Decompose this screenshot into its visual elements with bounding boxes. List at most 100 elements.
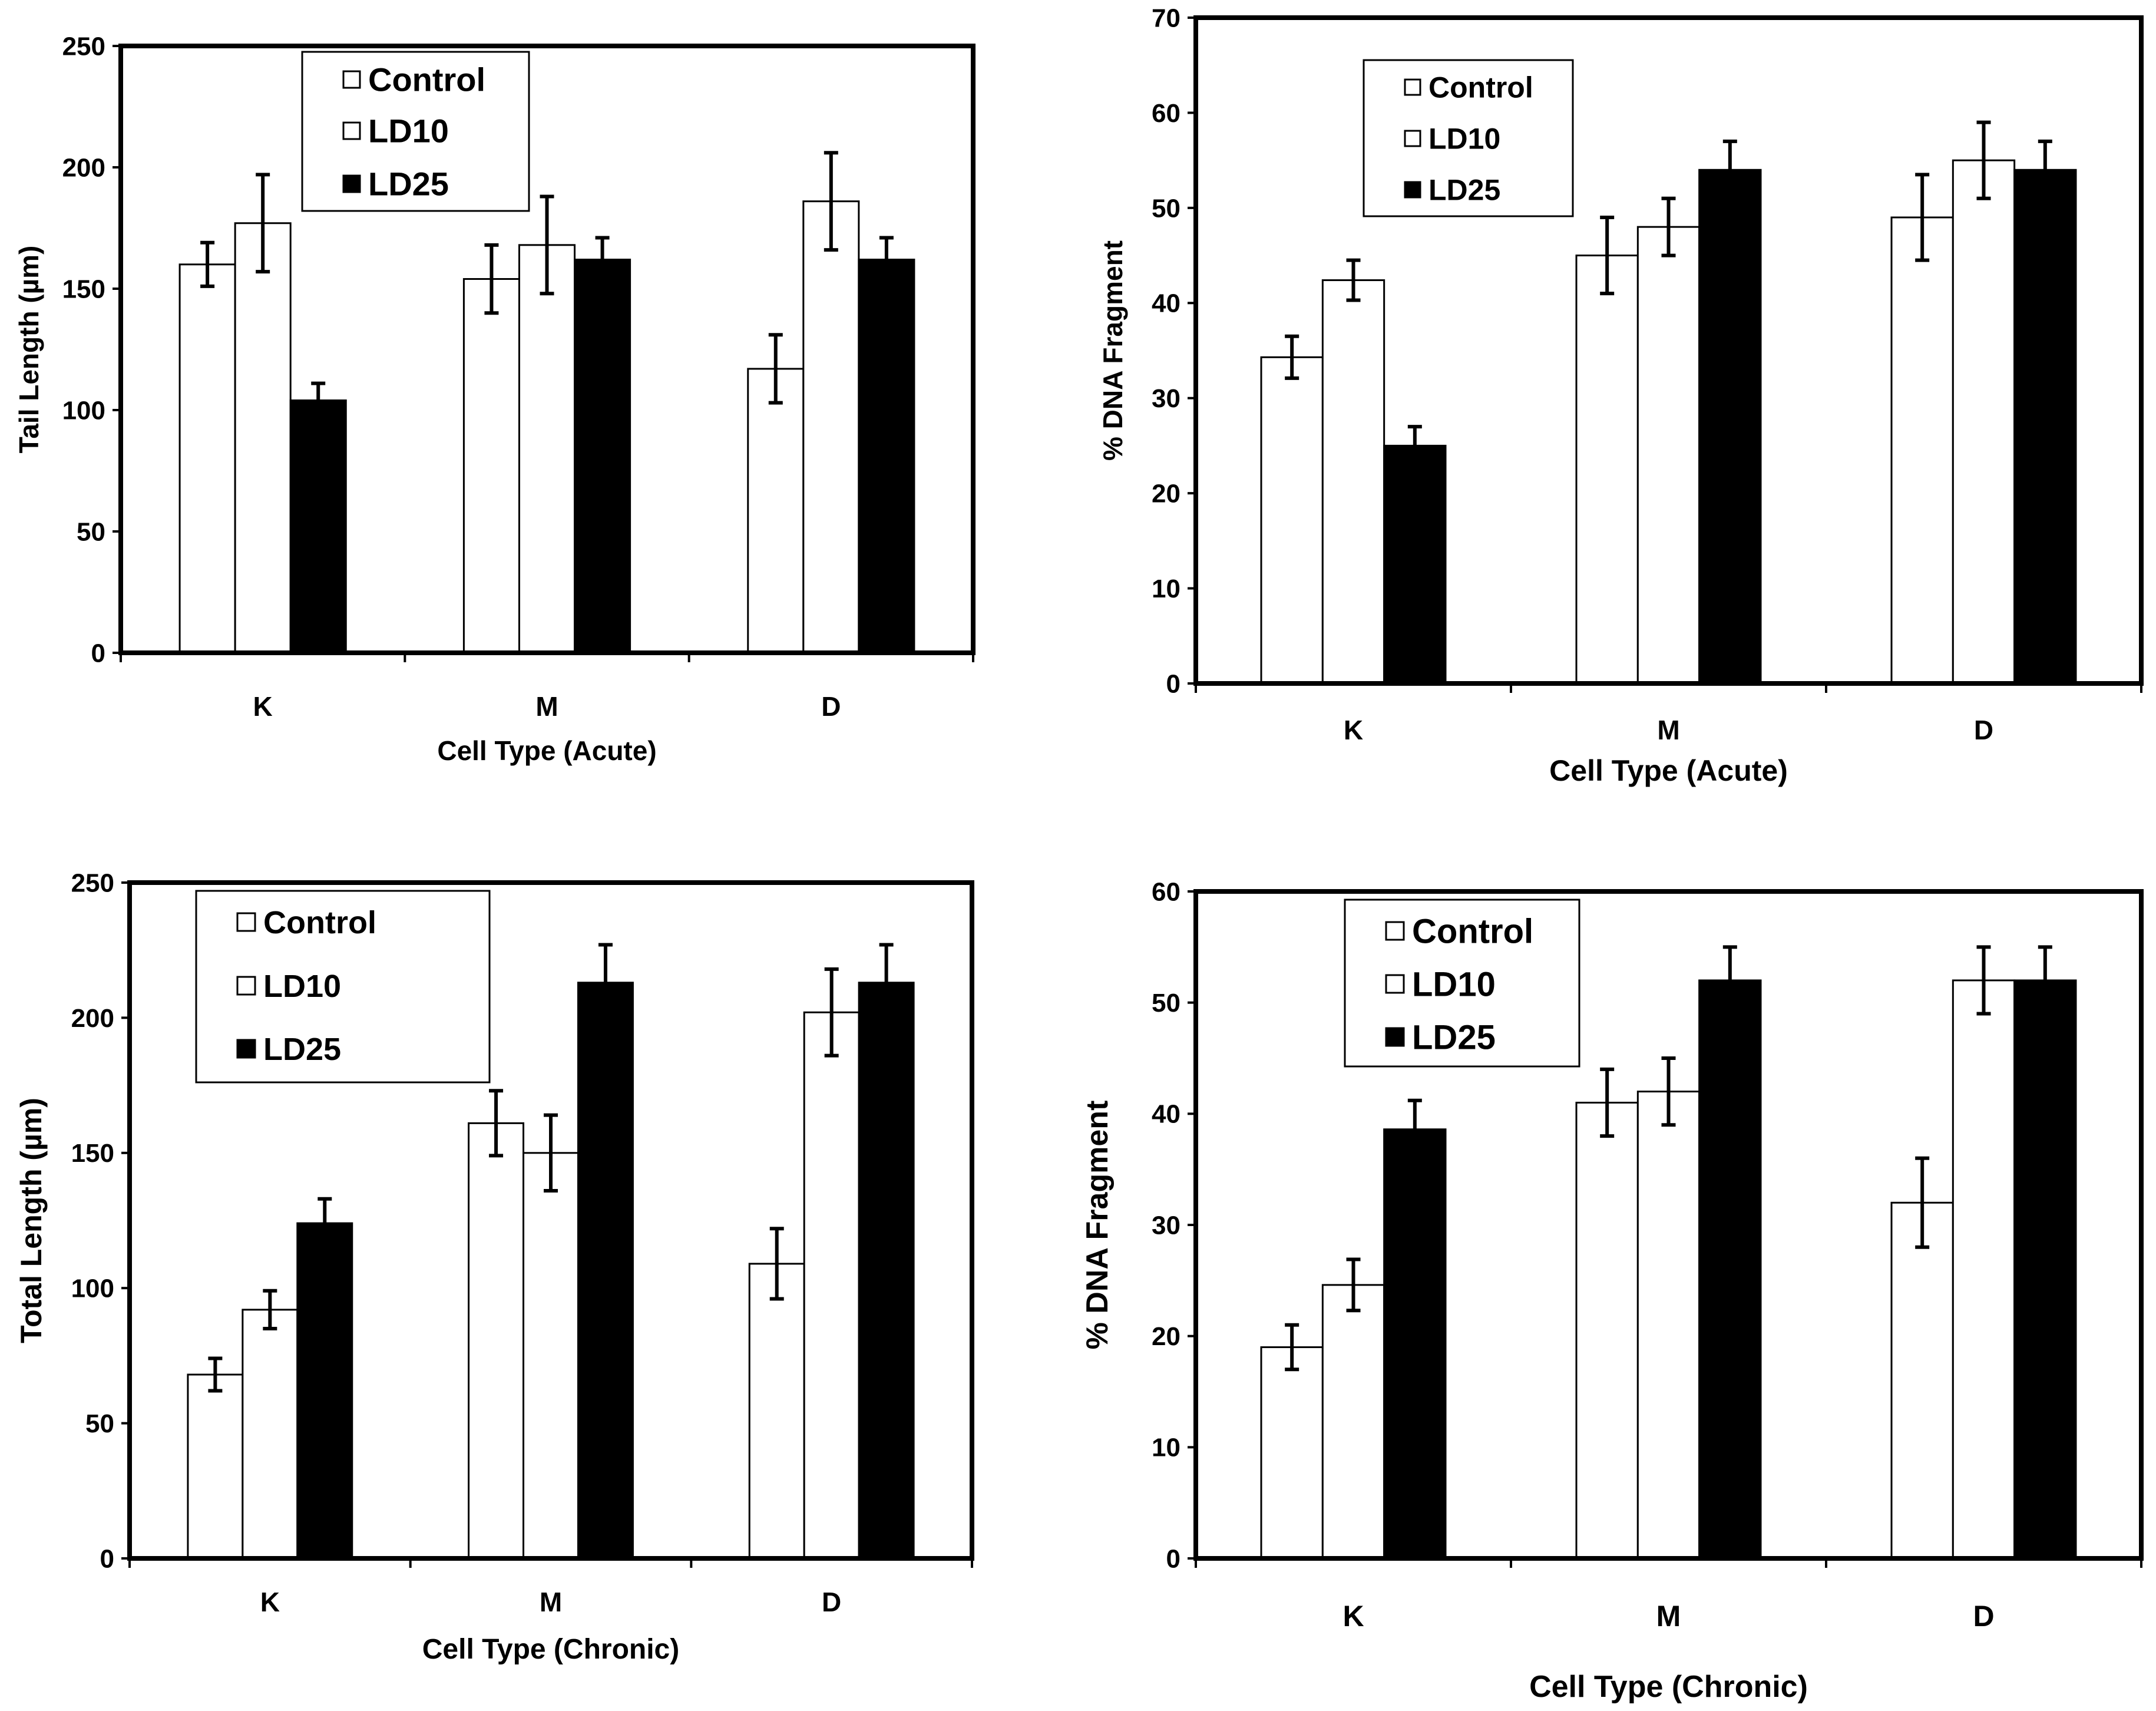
bar-ld10-d [803,1011,860,1560]
y-tick-label: 50 [1152,194,1180,223]
legend-label-ld10: LD10 [1428,123,1500,156]
y-tick-label: 20 [1152,1322,1180,1351]
y-axis-title: % DNA Fragment [1097,240,1128,461]
y-tick-label: 40 [1152,1100,1180,1129]
y-tick-label: 150 [62,275,105,303]
legend-swatch-control [236,912,256,932]
bar-control-k [178,263,236,654]
x-category-label: K [260,1587,280,1617]
legend-label-ld25: LD25 [263,1032,341,1067]
legend-box [301,51,530,212]
y-tick-label: 60 [1152,99,1180,128]
chart-chronic-dna-fragment: 0 10 20 30 40 50 60 K M D Cell Type (Chronic) % DNA… [1080,877,2144,1704]
bar-ld10-m [523,1152,579,1560]
legend-label-ld10: LD10 [368,113,449,150]
bar-ld25-m [574,259,631,654]
bar-ld10-k [1321,279,1385,685]
y-tick-label: 50 [1152,989,1180,1018]
chart-acute-tail-length: 0 50 100 150 200 250 K M D Cell Type (Acute) Tail … [14,32,976,766]
bar-control-d [1890,216,1954,685]
bar-control-m [1575,1101,1639,1560]
bar-ld10-k [234,222,292,654]
legend-label-control: Control [368,61,485,98]
x-category-label: M [535,691,558,722]
y-tick-label: 30 [1152,384,1180,413]
legend-swatch-ld10 [342,121,361,140]
legend: Control LD10 LD25 [195,890,491,1084]
y-tick-label: 0 [100,1544,114,1573]
legend-swatch-ld25 [236,1039,256,1059]
y-tick-label: 0 [1166,1544,1180,1573]
y-tick-label: 50 [77,517,105,546]
legend-label-ld10: LD10 [263,969,341,1004]
y-tick-label: 10 [1152,1433,1180,1462]
bar-ld25-m [1698,169,1762,685]
bar-control-k [1260,1346,1324,1560]
legend-label-control: Control [263,905,376,940]
legend: Control LD10 LD25 [301,51,530,212]
legend-swatch-ld10 [1404,130,1421,147]
bar-ld10-d [1952,159,2016,685]
bar-ld25-m [577,982,634,1560]
bar-ld25-d [858,259,915,654]
legend-box [1363,59,1574,217]
legend: Control LD10 LD25 [1363,59,1574,217]
legend-label-control: Control [1412,912,1533,950]
x-axis-title: Cell Type (Acute) [437,735,656,766]
bar-ld10-m [1636,1091,1701,1560]
chart-chronic-total-length: 0 50 100 150 200 250 K M D Cell Type (Chronic) Tot… [15,868,974,1665]
bar-control-m [468,1122,525,1560]
y-tick-label: 150 [71,1139,114,1168]
bar-control-d [747,368,805,654]
x-category-label: M [1657,715,1679,745]
bar-ld25-d [2013,169,2077,685]
bar-control-d [748,1263,805,1560]
y-tick-label: 60 [1152,877,1180,906]
bar-ld10-k [242,1309,299,1560]
y-tick-label: 70 [1152,4,1180,32]
legend-label-control: Control [1428,71,1533,104]
y-axis-title: Tail Length (µm) [14,246,44,454]
bar-ld25-k [296,1222,353,1560]
bar-control-d [1890,1201,1954,1560]
x-category-label: K [1344,715,1363,745]
chart-acute-dna-fragment: 0 10 20 30 40 50 60 70 K M D Cell Type (Acute) % DNA… [1097,4,2144,787]
y-axis-title: Total Length (µm) [15,1098,48,1343]
y-tick-label: 40 [1152,289,1180,318]
legend-swatch-control [1385,921,1405,941]
legend: Control LD10 LD25 [1344,899,1580,1068]
bar-ld10-m [518,244,576,654]
y-tick-label: 250 [71,868,114,897]
y-tick-label: 200 [71,1004,114,1033]
bar-ld10-m [1636,226,1701,685]
bar-ld10-d [802,200,860,654]
y-tick-label: 10 [1152,574,1180,603]
legend-swatch-ld10 [236,976,256,996]
bar-control-m [462,278,520,654]
x-category-label: K [1342,1600,1364,1633]
y-tick-label: 100 [62,396,105,425]
bar-control-m [1575,255,1639,685]
x-category-label: D [822,1587,841,1617]
bar-control-k [1260,356,1324,685]
legend-label-ld10: LD10 [1412,965,1496,1003]
legend-swatch-ld10 [1385,974,1405,994]
y-tick-label: 200 [62,153,105,182]
bar-ld25-d [2013,979,2077,1560]
legend-swatch-ld25 [1404,181,1421,199]
x-axis-title: Cell Type (Chronic) [422,1634,679,1665]
legend-box [1344,899,1580,1068]
bar-ld25-k [1383,444,1447,685]
legend-swatch-ld25 [342,174,361,193]
x-axis-title: Cell Type (Chronic) [1529,1670,1808,1704]
legend-swatch-control [1404,78,1421,96]
legend-swatch-ld25 [1385,1027,1405,1047]
bar-ld25-k [289,399,347,654]
bar-ld10-d [1952,979,2016,1560]
y-tick-label: 0 [91,639,105,668]
legend-swatch-control [342,70,361,89]
bar-ld25-k [1383,1128,1447,1560]
bar-ld25-d [858,982,915,1560]
legend-label-ld25: LD25 [368,166,449,203]
